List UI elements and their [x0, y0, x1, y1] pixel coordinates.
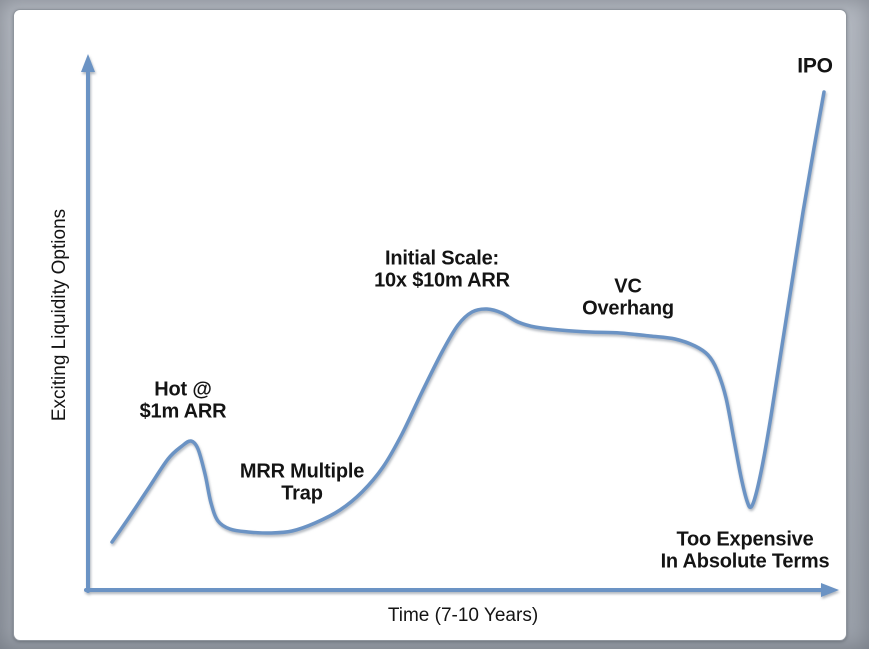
annotation-too-expensive: Too Expensive In Absolute Terms: [660, 528, 830, 572]
annotation-ipo: IPO: [797, 54, 833, 78]
x-axis-label: Time (7-10 Years): [387, 605, 539, 626]
annotation-mrr-multiple-trap: MRR Multiple Trap: [239, 460, 365, 504]
y-axis-label: Exciting Liquidity Options: [49, 208, 70, 422]
annotation-hot-1m-arr: Hot @ $1m ARR: [139, 378, 227, 422]
annotation-initial-scale: Initial Scale: 10x $10m ARR: [374, 247, 510, 291]
annotation-vc-overhang: VC Overhang: [582, 275, 674, 319]
